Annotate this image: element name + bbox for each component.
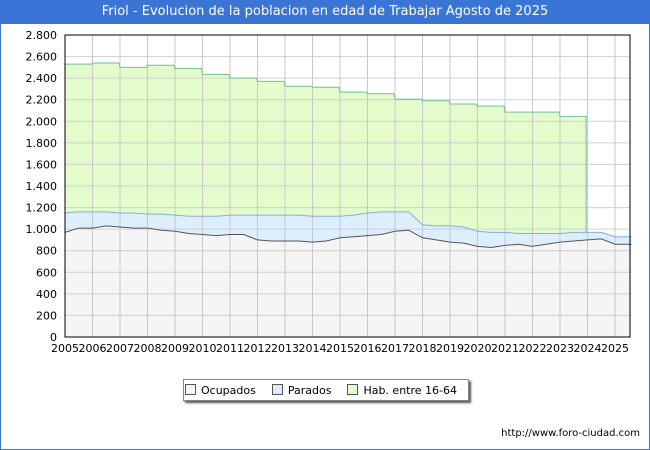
x-tick-label: 2019: [436, 342, 464, 355]
y-tick-label: 2.800: [26, 29, 58, 42]
y-tick-label: 800: [36, 245, 57, 258]
x-tick-label: 2017: [381, 342, 409, 355]
x-tick-label: 2006: [79, 342, 107, 355]
x-tick-label: 2016: [354, 342, 382, 355]
x-tick-label: 2009: [161, 342, 189, 355]
x-tick-label: 2015: [326, 342, 354, 355]
y-tick-label: 2.200: [26, 94, 58, 107]
x-tick-label: 2025: [601, 342, 629, 355]
x-tick-label: 2010: [189, 342, 217, 355]
series-line-ocupados: [64, 225, 632, 248]
legend-label: Ocupados: [200, 383, 256, 397]
y-tick-label: 1.600: [26, 158, 58, 171]
y-tick-label: 1.400: [26, 180, 58, 193]
x-tick-label: 2012: [244, 342, 272, 355]
x-tick-label: 2020: [464, 342, 492, 355]
y-tick-label: 200: [36, 309, 57, 322]
chart-title: Friol - Evolucion de la poblacion en eda…: [0, 0, 650, 24]
x-tick-label: 2018: [409, 342, 437, 355]
x-tick-label: 2024: [574, 342, 602, 355]
y-tick-label: 2.400: [26, 72, 58, 85]
y-tick-label: 400: [36, 288, 57, 301]
legend-label: Parados: [287, 383, 332, 397]
legend: Ocupados Parados Hab. entre 16-64: [183, 379, 469, 401]
x-tick-label: 2007: [106, 342, 134, 355]
y-tick-label: 0: [50, 331, 57, 344]
series-line-hab: [65, 62, 587, 233]
legend-item-ocupados: Ocupados: [184, 383, 256, 397]
series-line-parados: [64, 211, 632, 238]
legend-swatch: [271, 383, 283, 395]
legend-label: Hab. entre 16-64: [363, 383, 457, 397]
y-tick-label: 1.800: [26, 137, 58, 150]
legend-swatch: [347, 383, 359, 395]
x-tick-label: 2008: [134, 342, 162, 355]
y-tick-label: 600: [36, 266, 57, 279]
y-tick-label: 1.000: [26, 223, 58, 236]
x-tick-label: 2014: [299, 342, 327, 355]
series-area-ocupados: [65, 225, 632, 337]
footer-url[interactable]: http://www.foro-ciudad.com: [501, 428, 640, 439]
legend-item-hab: Hab. entre 16-64: [347, 383, 457, 397]
x-tick-label: 2013: [271, 342, 299, 355]
y-tick-label: 2.600: [26, 51, 58, 64]
plot-border: [64, 34, 631, 338]
legend-swatch: [184, 383, 196, 395]
x-tick-label: 2005: [51, 342, 79, 355]
x-tick-label: 2011: [216, 342, 244, 355]
x-tick-label: 2022: [519, 342, 547, 355]
x-tick-label: 2023: [546, 342, 574, 355]
legend-item-parados: Parados: [271, 383, 332, 397]
y-tick-label: 2.000: [26, 115, 58, 128]
x-tick-label: 2021: [491, 342, 519, 355]
y-tick-label: 1.200: [26, 202, 58, 215]
